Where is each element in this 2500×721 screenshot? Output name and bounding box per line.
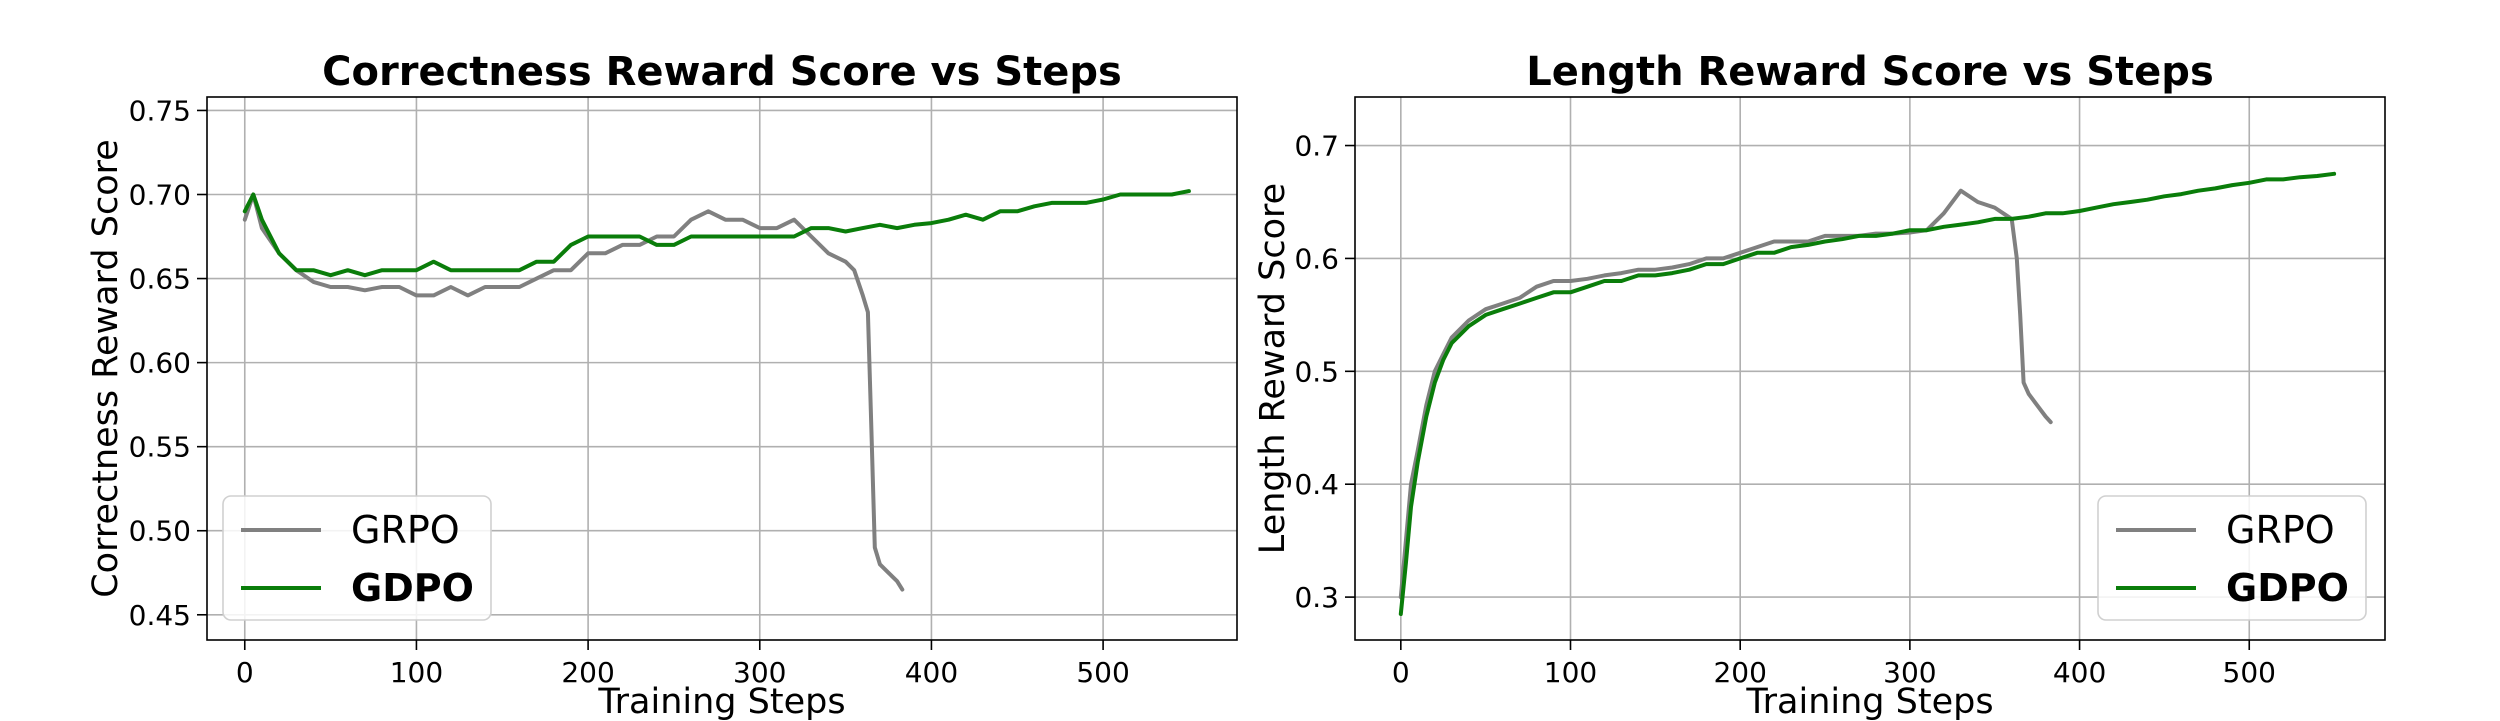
plot-frame: [1354, 96, 2386, 641]
chart-title: Correctness Reward Score vs Steps: [322, 49, 1122, 95]
y-tick-label: 0.6: [1294, 242, 1339, 275]
y-tick-label: 0.4: [1294, 468, 1339, 501]
x-tick-label: 200: [561, 656, 614, 689]
legend-label-gdpo: GDPO: [351, 566, 474, 610]
y-tick-label: 0.65: [129, 263, 191, 296]
x-axis-label: Training Steps: [1745, 682, 1993, 721]
x-tick-label: 0: [1392, 656, 1410, 689]
y-tick-label: 0.75: [129, 94, 191, 127]
y-tick-label: 0.5: [1294, 355, 1339, 388]
legend-label-grpo: GRPO: [351, 508, 460, 552]
x-tick-label: 400: [905, 656, 958, 689]
y-tick-label: 0.60: [129, 347, 191, 380]
y-axis-label: Correctness Reward Score: [86, 139, 126, 598]
legend: GRPO GDPO: [222, 495, 492, 621]
x-tick-label: 300: [733, 656, 786, 689]
x-tick-label: 100: [1544, 656, 1597, 689]
x-tick-label: 300: [1883, 656, 1936, 689]
chart-title: Length Reward Score vs Steps: [1526, 49, 2214, 95]
y-tick-label: 0.55: [129, 431, 191, 464]
x-tick-label: 100: [390, 656, 443, 689]
legend-label-gdpo: GDPO: [2226, 566, 2349, 610]
series-line-grpo: [1398, 188, 2053, 600]
x-tick-label: 200: [1713, 656, 1766, 689]
legend: GRPO GDPO: [2097, 495, 2367, 621]
x-tick-label: 0: [236, 656, 254, 689]
series-line-gdpo: [242, 189, 1191, 278]
series-line-grpo: [242, 192, 905, 592]
x-axis-label: Training Steps: [597, 682, 845, 721]
correctness-chart: 0 100 200 300 400 500 0.45 0.50 0.55 0.60 0.65 0.70…: [86, 49, 1238, 721]
y-tick-label: 0.70: [129, 179, 191, 212]
y-tick-label: 0.50: [129, 515, 191, 548]
y-axis-label: Length Reward Score: [1253, 183, 1293, 554]
y-tick-label: 0.3: [1294, 581, 1339, 614]
x-tick-label: 500: [2223, 656, 2276, 689]
x-tick-label: 400: [2053, 656, 2106, 689]
legend-label-grpo: GRPO: [2226, 508, 2335, 552]
y-tick-label: 0.45: [129, 599, 191, 632]
series-line-gdpo: [1398, 171, 2337, 616]
x-tick-label: 500: [1076, 656, 1129, 689]
y-tick-label: 0.7: [1294, 130, 1339, 163]
plot-frame: [206, 96, 1238, 641]
